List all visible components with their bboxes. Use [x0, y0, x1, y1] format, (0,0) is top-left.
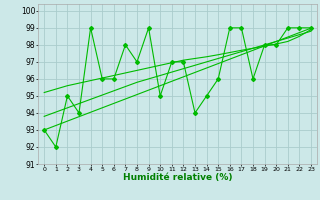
- X-axis label: Humidité relative (%): Humidité relative (%): [123, 173, 232, 182]
